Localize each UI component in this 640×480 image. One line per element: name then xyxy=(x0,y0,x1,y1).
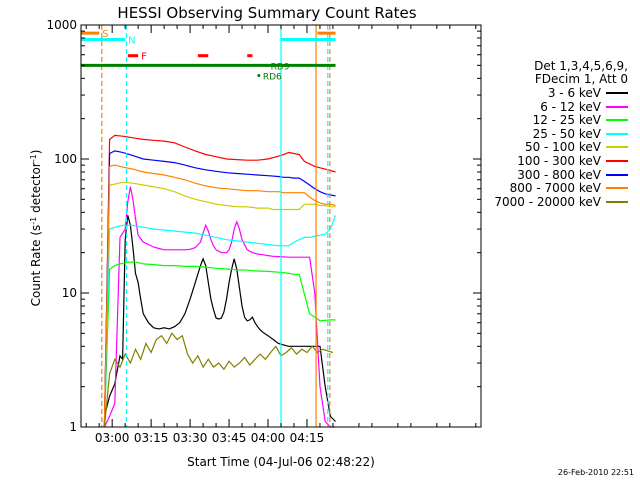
x-tick-label-4: 04:00 xyxy=(251,431,286,445)
legend-swatch xyxy=(606,119,628,122)
series-line-6 xyxy=(103,150,336,428)
y-tick-label-1: 10 xyxy=(62,286,77,300)
x-tick-label-3: 03:45 xyxy=(212,431,247,445)
legend-swatch xyxy=(606,200,628,203)
series-line-2 xyxy=(103,261,336,428)
legend-swatch xyxy=(606,173,628,176)
series-line-5 xyxy=(103,134,336,428)
legend-label: 12 - 25 keV xyxy=(532,113,601,128)
series-line-7 xyxy=(103,164,336,428)
legend-title-1: Det 1,3,4,5,6,9, xyxy=(534,59,628,73)
legend-item: 100 - 300 keV xyxy=(517,154,628,168)
annotation-dot-1 xyxy=(257,73,261,77)
x-tick-label-0: 03:00 xyxy=(95,431,130,445)
x-axis-label: Start Time (04-Jul-06 02:48:22) xyxy=(187,455,375,469)
x-tick-label-5: 04:15 xyxy=(290,431,325,445)
legend-swatch xyxy=(606,187,628,190)
x-tick-label-1: 03:15 xyxy=(134,431,169,445)
legend-swatch xyxy=(606,92,628,94)
legend-swatch xyxy=(606,160,628,162)
legend-swatch xyxy=(606,146,628,149)
legend-label: 800 - 7000 keV xyxy=(509,181,601,196)
legend-label: 6 - 12 keV xyxy=(540,99,601,114)
legend-item: 3 - 6 keV xyxy=(548,86,628,100)
y-axis-label: Count Rate (s-1 detector-1) xyxy=(29,150,43,307)
chart-title: HESSI Observing Summary Count Rates xyxy=(117,4,416,22)
legend-label: 25 - 50 keV xyxy=(532,126,601,141)
state-bar-label-2: F xyxy=(141,52,147,63)
legend-item: 12 - 25 keV xyxy=(533,113,628,127)
timestamp: 26-Feb-2010 22:51 xyxy=(557,468,634,477)
legend-swatch xyxy=(606,105,628,108)
legend-label: 3 - 6 keV xyxy=(547,86,601,100)
y-tick-label-2: 100 xyxy=(54,152,77,166)
state-bar-label-1: N xyxy=(128,35,135,46)
series-line-4 xyxy=(103,181,336,428)
legend-label: 300 - 800 keV xyxy=(517,167,601,182)
annotation-0: RD9 xyxy=(271,62,290,72)
state-bar-label-0: S xyxy=(102,29,108,40)
y-tick-label-3: 1000 xyxy=(46,18,77,32)
y-tick-label-0: 1 xyxy=(69,420,77,434)
legend-item: 6 - 12 keV xyxy=(540,100,628,114)
legend-item: 25 - 50 keV xyxy=(533,127,628,141)
annotation-1: RD6 xyxy=(263,72,282,82)
legend-title-2: FDecim 1, Att 0 xyxy=(534,72,628,86)
series-line-0 xyxy=(103,215,336,422)
legend-swatch xyxy=(606,132,628,135)
x-tick-label-2: 03:30 xyxy=(173,431,208,445)
legend-label: 7000 - 20000 keV xyxy=(494,194,601,209)
legend-item: 7000 - 20000 keV xyxy=(494,195,628,209)
legend-item: 50 - 100 keV xyxy=(525,140,628,154)
annotation-dot-0 xyxy=(265,63,269,67)
legend-label: 50 - 100 keV xyxy=(524,140,601,155)
legend-label: 100 - 300 keV xyxy=(517,154,601,168)
series-line-1 xyxy=(103,186,336,428)
series-line-8 xyxy=(103,332,334,428)
series-line-3 xyxy=(103,215,337,428)
legend-item: 300 - 800 keV xyxy=(517,168,628,182)
legend-item: 800 - 7000 keV xyxy=(510,181,628,195)
